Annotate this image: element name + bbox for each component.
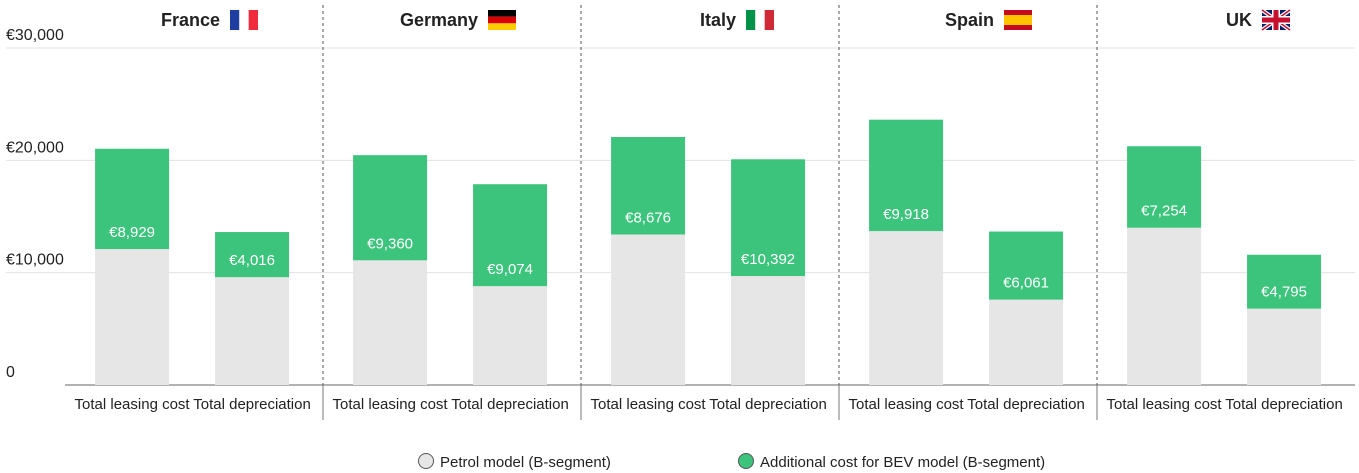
value-label: €9,360 — [367, 235, 413, 252]
value-label: €6,061 — [1003, 275, 1049, 292]
flag-part — [488, 23, 516, 30]
bar-segment — [215, 232, 290, 278]
value-label: €7,254 — [1141, 203, 1187, 220]
flag-part — [1004, 15, 1032, 25]
group-title: Germany — [400, 10, 478, 30]
group-title: Italy — [700, 10, 736, 30]
x-tick-label: Total leasing cost — [848, 396, 964, 413]
x-tick-label: Total leasing cost — [590, 396, 706, 413]
flag-part — [488, 10, 516, 17]
flag-part — [488, 16, 516, 24]
flag-part — [248, 10, 258, 30]
legend-marker — [418, 453, 434, 469]
flag-part — [239, 10, 249, 30]
value-label: €10,392 — [741, 251, 795, 268]
group-title: Spain — [945, 10, 994, 30]
y-tick-label: €30,000 — [6, 27, 64, 44]
legend-label: Additional cost for BEV model (B-segment… — [760, 454, 1045, 471]
bar-segment — [95, 148, 170, 250]
bar-segment — [731, 276, 806, 385]
bar-segment — [353, 155, 428, 261]
bar-segment — [869, 119, 944, 232]
bar-segment — [611, 137, 686, 235]
bar-segment — [869, 231, 944, 385]
bar-segment — [353, 260, 428, 385]
flag-part — [1004, 10, 1032, 15]
bar-segment — [611, 234, 686, 385]
flag-icon — [488, 10, 516, 30]
x-tick-label: Total depreciation — [967, 396, 1085, 413]
flag-part — [230, 10, 240, 30]
bar-segment — [731, 159, 806, 277]
value-label: €4,016 — [229, 252, 275, 269]
flag-part — [755, 10, 765, 30]
flag-part — [746, 10, 756, 30]
bar-segment — [1247, 308, 1322, 385]
y-tick-label: €10,000 — [6, 252, 64, 269]
flag-icon — [230, 10, 258, 30]
bar-segment — [989, 299, 1064, 385]
flag-part — [764, 10, 774, 30]
flag-icon — [1004, 10, 1032, 30]
bar-segment — [95, 249, 170, 385]
bar-segment — [215, 277, 290, 385]
x-tick-label: Total depreciation — [1225, 396, 1343, 413]
value-label: €9,918 — [883, 206, 929, 223]
bar-segment — [473, 184, 548, 287]
bar-segment — [989, 231, 1064, 300]
flag-icon — [1260, 8, 1292, 32]
value-label: €8,929 — [109, 224, 155, 241]
flag-icon — [746, 10, 774, 30]
y-tick-label: €20,000 — [6, 139, 64, 156]
value-label: €4,795 — [1261, 284, 1307, 301]
flag-part — [1262, 17, 1290, 23]
x-tick-label: Total leasing cost — [74, 396, 190, 413]
group-title: France — [161, 10, 220, 30]
value-label: €9,074 — [487, 261, 533, 278]
x-tick-label: Total leasing cost — [1106, 396, 1222, 413]
bar-segment — [1127, 146, 1202, 228]
value-label: €8,676 — [625, 209, 671, 226]
legend-label: Petrol model (B-segment) — [440, 454, 611, 471]
y-tick-label: 0 — [6, 364, 15, 381]
bar-segment — [1247, 254, 1322, 309]
legend-marker — [738, 453, 754, 469]
bar-segment — [1127, 227, 1202, 385]
x-tick-label: Total depreciation — [709, 396, 827, 413]
bar-segment — [473, 286, 548, 385]
x-tick-label: Total leasing cost — [332, 396, 448, 413]
flag-part — [1004, 25, 1032, 30]
group-title: UK — [1226, 10, 1252, 30]
x-tick-label: Total depreciation — [451, 396, 569, 413]
x-tick-label: Total depreciation — [193, 396, 311, 413]
